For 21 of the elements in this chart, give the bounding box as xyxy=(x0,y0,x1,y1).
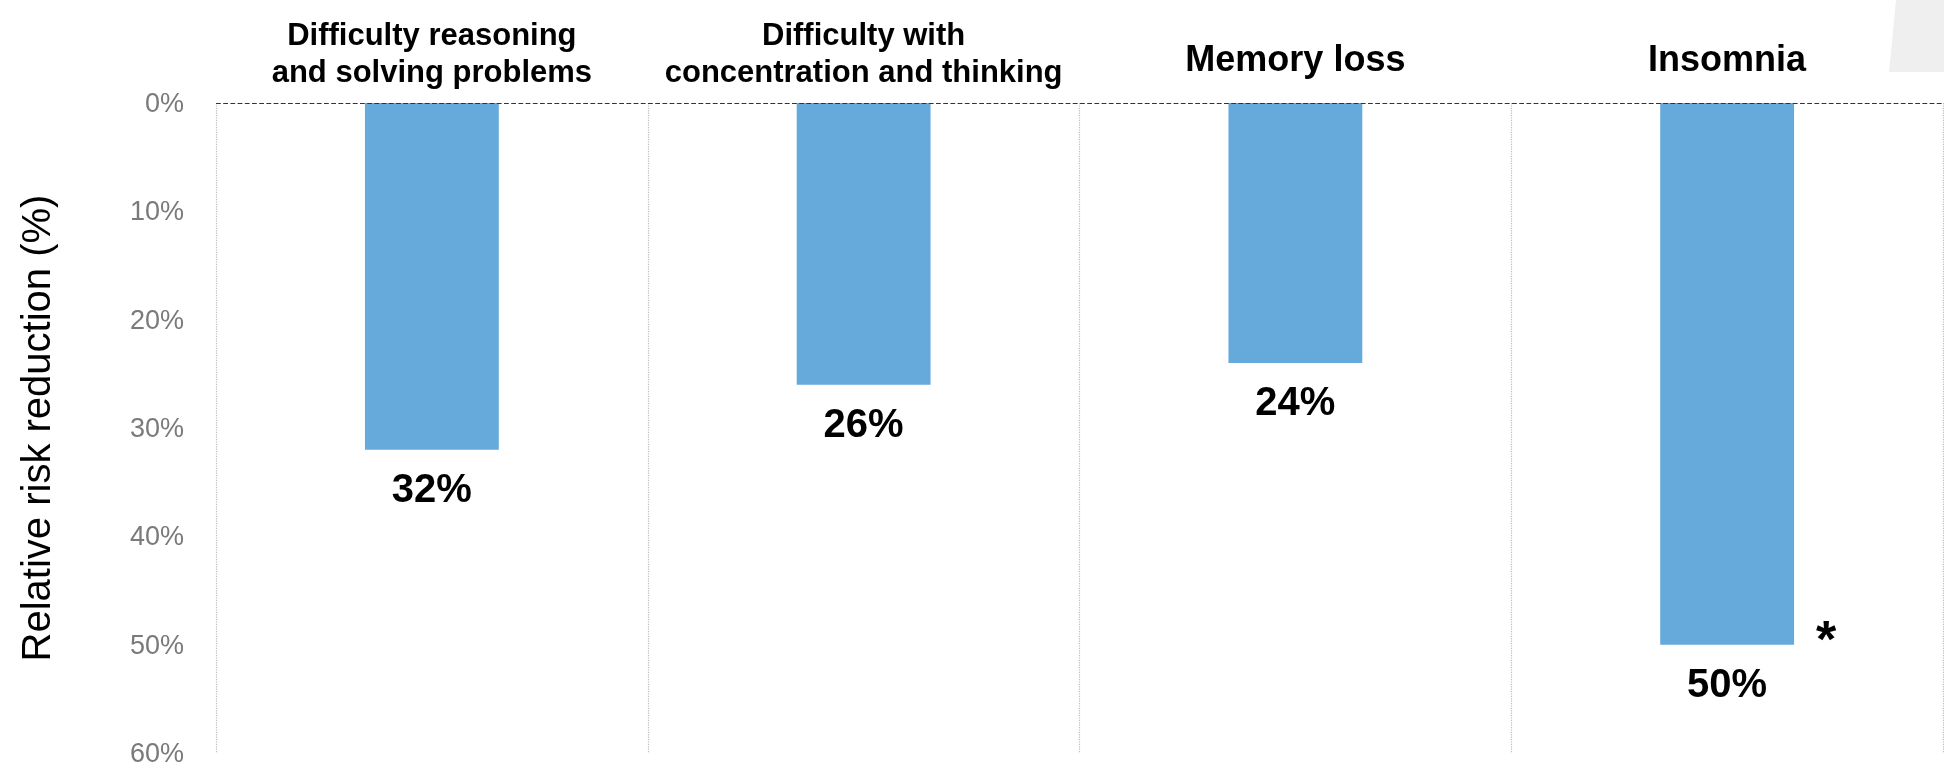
data-label: 24% xyxy=(1255,379,1336,423)
y-tick-label: 40% xyxy=(129,521,184,552)
bar xyxy=(1660,103,1795,645)
data-label: 50% xyxy=(1687,660,1768,705)
x-tick-label: Memory loss xyxy=(1185,37,1406,79)
x-tick-label: Insomnia xyxy=(1648,37,1808,79)
y-tick-label: 0% xyxy=(144,88,184,118)
x-tick-label: Difficulty reasoning and solving problems xyxy=(271,17,593,89)
y-tick-label: 20% xyxy=(129,304,184,335)
y-axis-title: Relative risk reduction (%) xyxy=(14,194,58,662)
bar xyxy=(1228,103,1363,363)
y-tick-label: 50% xyxy=(129,629,184,660)
data-label: 32% xyxy=(391,465,472,510)
x-tick-label: Difficulty with concentration and thinking xyxy=(664,17,1063,89)
data-label: 26% xyxy=(823,400,904,445)
bar xyxy=(364,103,499,450)
annotation: * xyxy=(1816,609,1837,668)
y-tick-label: 30% xyxy=(129,413,184,443)
bar xyxy=(796,103,931,385)
y-tick-label: 60% xyxy=(129,738,184,764)
y-tick-label: 10% xyxy=(129,196,184,227)
